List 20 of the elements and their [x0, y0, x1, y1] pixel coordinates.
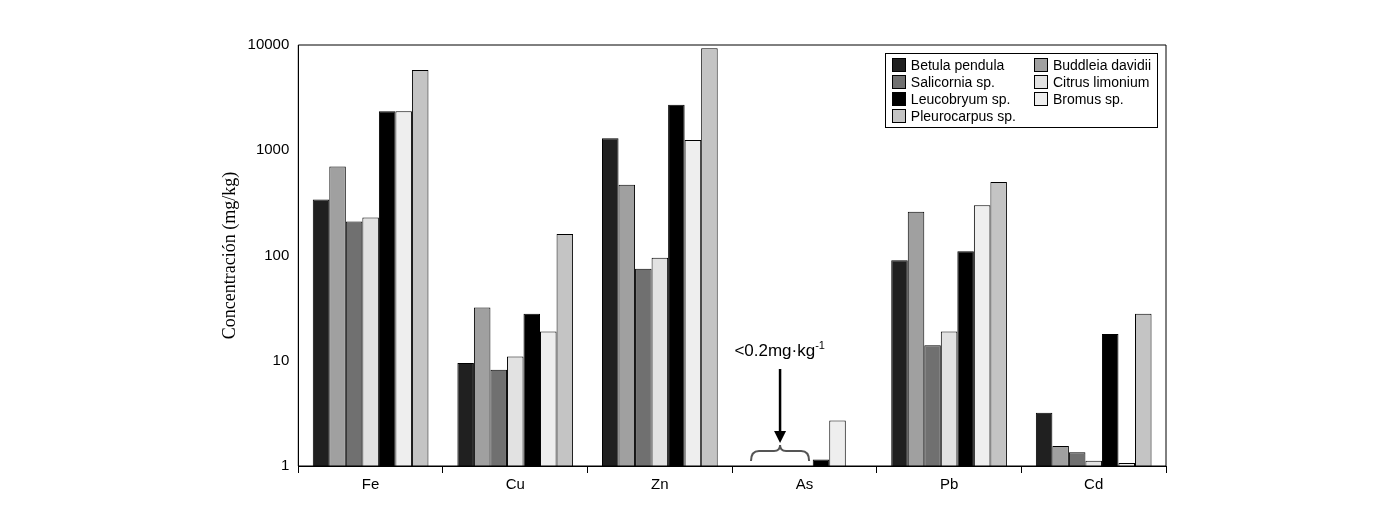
x-tick-label: Cu: [505, 475, 525, 493]
legend-label: Citrus limonium: [1052, 74, 1150, 90]
x-tick-label: Zn: [651, 475, 669, 493]
legend-label: Buddleia davidii: [1052, 57, 1151, 73]
legend-label: Betula pendula: [910, 57, 1005, 73]
y-tick-label: 10: [272, 350, 290, 368]
x-tick-label: Pb: [939, 475, 959, 493]
legend-label: Leucobryum sp.: [910, 91, 1011, 107]
y-tick-label: 10000: [247, 35, 290, 53]
legend-label: Bromus sp.: [1052, 91, 1124, 107]
annotation: <0.2mg·kg$^{-1}$: [734, 339, 825, 361]
x-tick-label: Cd: [1084, 475, 1104, 493]
legend-label: Pleurocarpus sp.: [910, 108, 1016, 124]
y-tick-label: 1000: [255, 140, 290, 158]
y-tick-label: 100: [264, 245, 290, 263]
x-tick-label: Fe: [361, 475, 380, 493]
y-axis-title: Concentración (mg/kg): [218, 171, 240, 340]
y-tick-label: 1: [280, 456, 290, 474]
legend-label: Salicornia sp.: [910, 74, 995, 90]
x-tick-label: As: [795, 475, 814, 493]
